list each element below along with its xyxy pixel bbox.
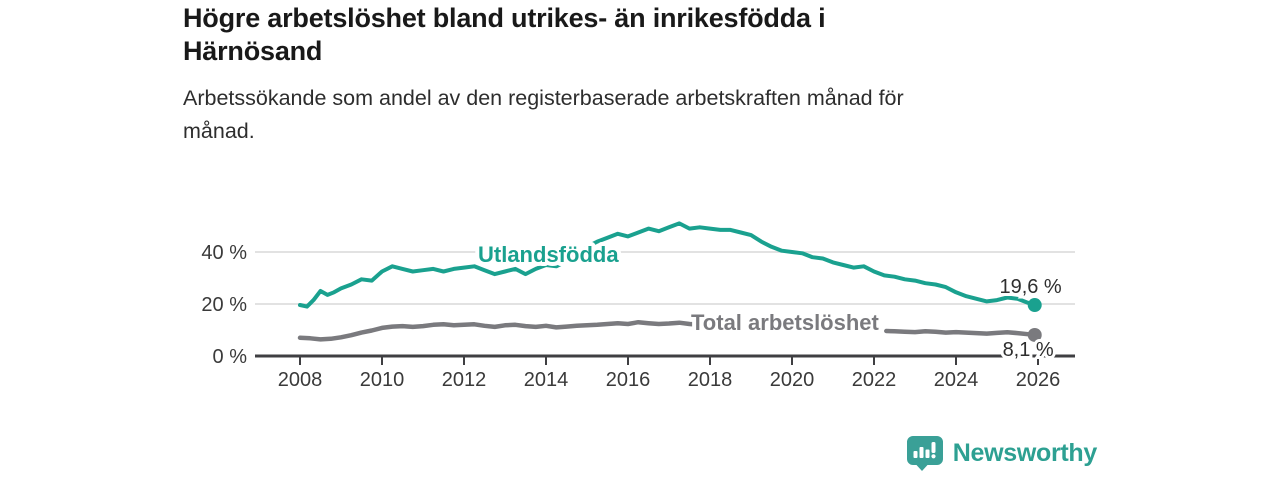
x-axis-tick-label: 2022: [852, 369, 897, 391]
series-line-utlandsfodda: [298, 221, 1037, 309]
series-line-total: [884, 328, 1037, 338]
series-end-dot: [1027, 298, 1042, 313]
chart-subtitle: Arbetssökande som andel av den registerb…: [183, 82, 1143, 148]
chart-title-line-2: Härnösand: [183, 36, 323, 66]
x-axis-tick-label: 2012: [442, 369, 487, 391]
chart-subtitle-line-1: Arbetssökande som andel av den registerb…: [183, 86, 904, 110]
brand-footer: Newsworthy: [903, 435, 1097, 472]
series-label-total: Total arbetslöshet: [691, 310, 880, 335]
y-axis-tick-label: 0 %: [213, 346, 248, 368]
logo-bars: [913, 442, 936, 459]
y-axis-tick-label: 40 %: [201, 242, 247, 264]
x-axis-tick-label: 2008: [278, 369, 323, 391]
brand-name: Newsworthy: [952, 439, 1098, 467]
chart-header: Högre arbetslöshet bland utrikes- än inr…: [183, 2, 1143, 148]
series-end-value-label: 19,6 %: [999, 276, 1061, 298]
x-axis-tick-label: 2010: [360, 369, 405, 391]
y-axis-tick-label: 20 %: [201, 294, 247, 316]
chart-title: Högre arbetslöshet bland utrikes- än inr…: [183, 2, 1143, 68]
x-axis-tick-label: 2014: [524, 369, 569, 391]
series-label-utlandsfodda: Utlandsfödda: [478, 242, 619, 267]
x-axis-tick-label: 2024: [934, 369, 979, 391]
newsworthy-logo-icon: [906, 436, 943, 471]
series-end-value-label: 8,1 %: [1003, 339, 1054, 361]
series-line-total: [297, 319, 713, 342]
x-axis-tick-label: 2018: [688, 369, 733, 391]
chart-title-line-1: Högre arbetslöshet bland utrikes- än inr…: [183, 3, 826, 33]
series-end-dot: [1027, 327, 1042, 342]
x-axis-tick-label: 2016: [606, 369, 651, 391]
chart-subtitle-line-2: månad.: [183, 119, 255, 143]
logo-pin-shape: [906, 436, 943, 471]
x-axis-tick-label: 2026: [1016, 369, 1061, 391]
x-axis-tick-label: 2020: [770, 369, 815, 391]
